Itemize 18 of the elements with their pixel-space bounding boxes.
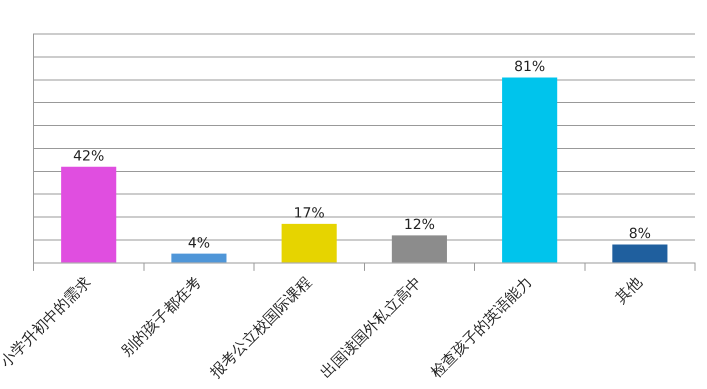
- x-tick-label: 报考公立校国际课程: [206, 273, 315, 382]
- data-label: 17%: [294, 206, 325, 222]
- data-label: 12%: [404, 216, 435, 233]
- bar: [282, 224, 337, 262]
- data-label: 4%: [188, 235, 210, 252]
- bar: [612, 244, 668, 262]
- bar: [392, 235, 447, 262]
- data-label: 81%: [514, 59, 546, 76]
- data-label: 8%: [628, 226, 651, 242]
- x-tick-label: 小学升初中的需求: [0, 273, 94, 371]
- data-label: 42%: [73, 148, 104, 164]
- bar: [502, 77, 558, 262]
- bar: [171, 254, 226, 262]
- x-tick-label: 别的孩子都在考: [118, 273, 205, 360]
- bar: [61, 166, 116, 262]
- x-tick-label: 检查孩子的英语能力: [427, 273, 536, 382]
- x-tick-label: 其他: [612, 273, 646, 307]
- x-tick-label: 出国读国外私立高中: [316, 273, 425, 382]
